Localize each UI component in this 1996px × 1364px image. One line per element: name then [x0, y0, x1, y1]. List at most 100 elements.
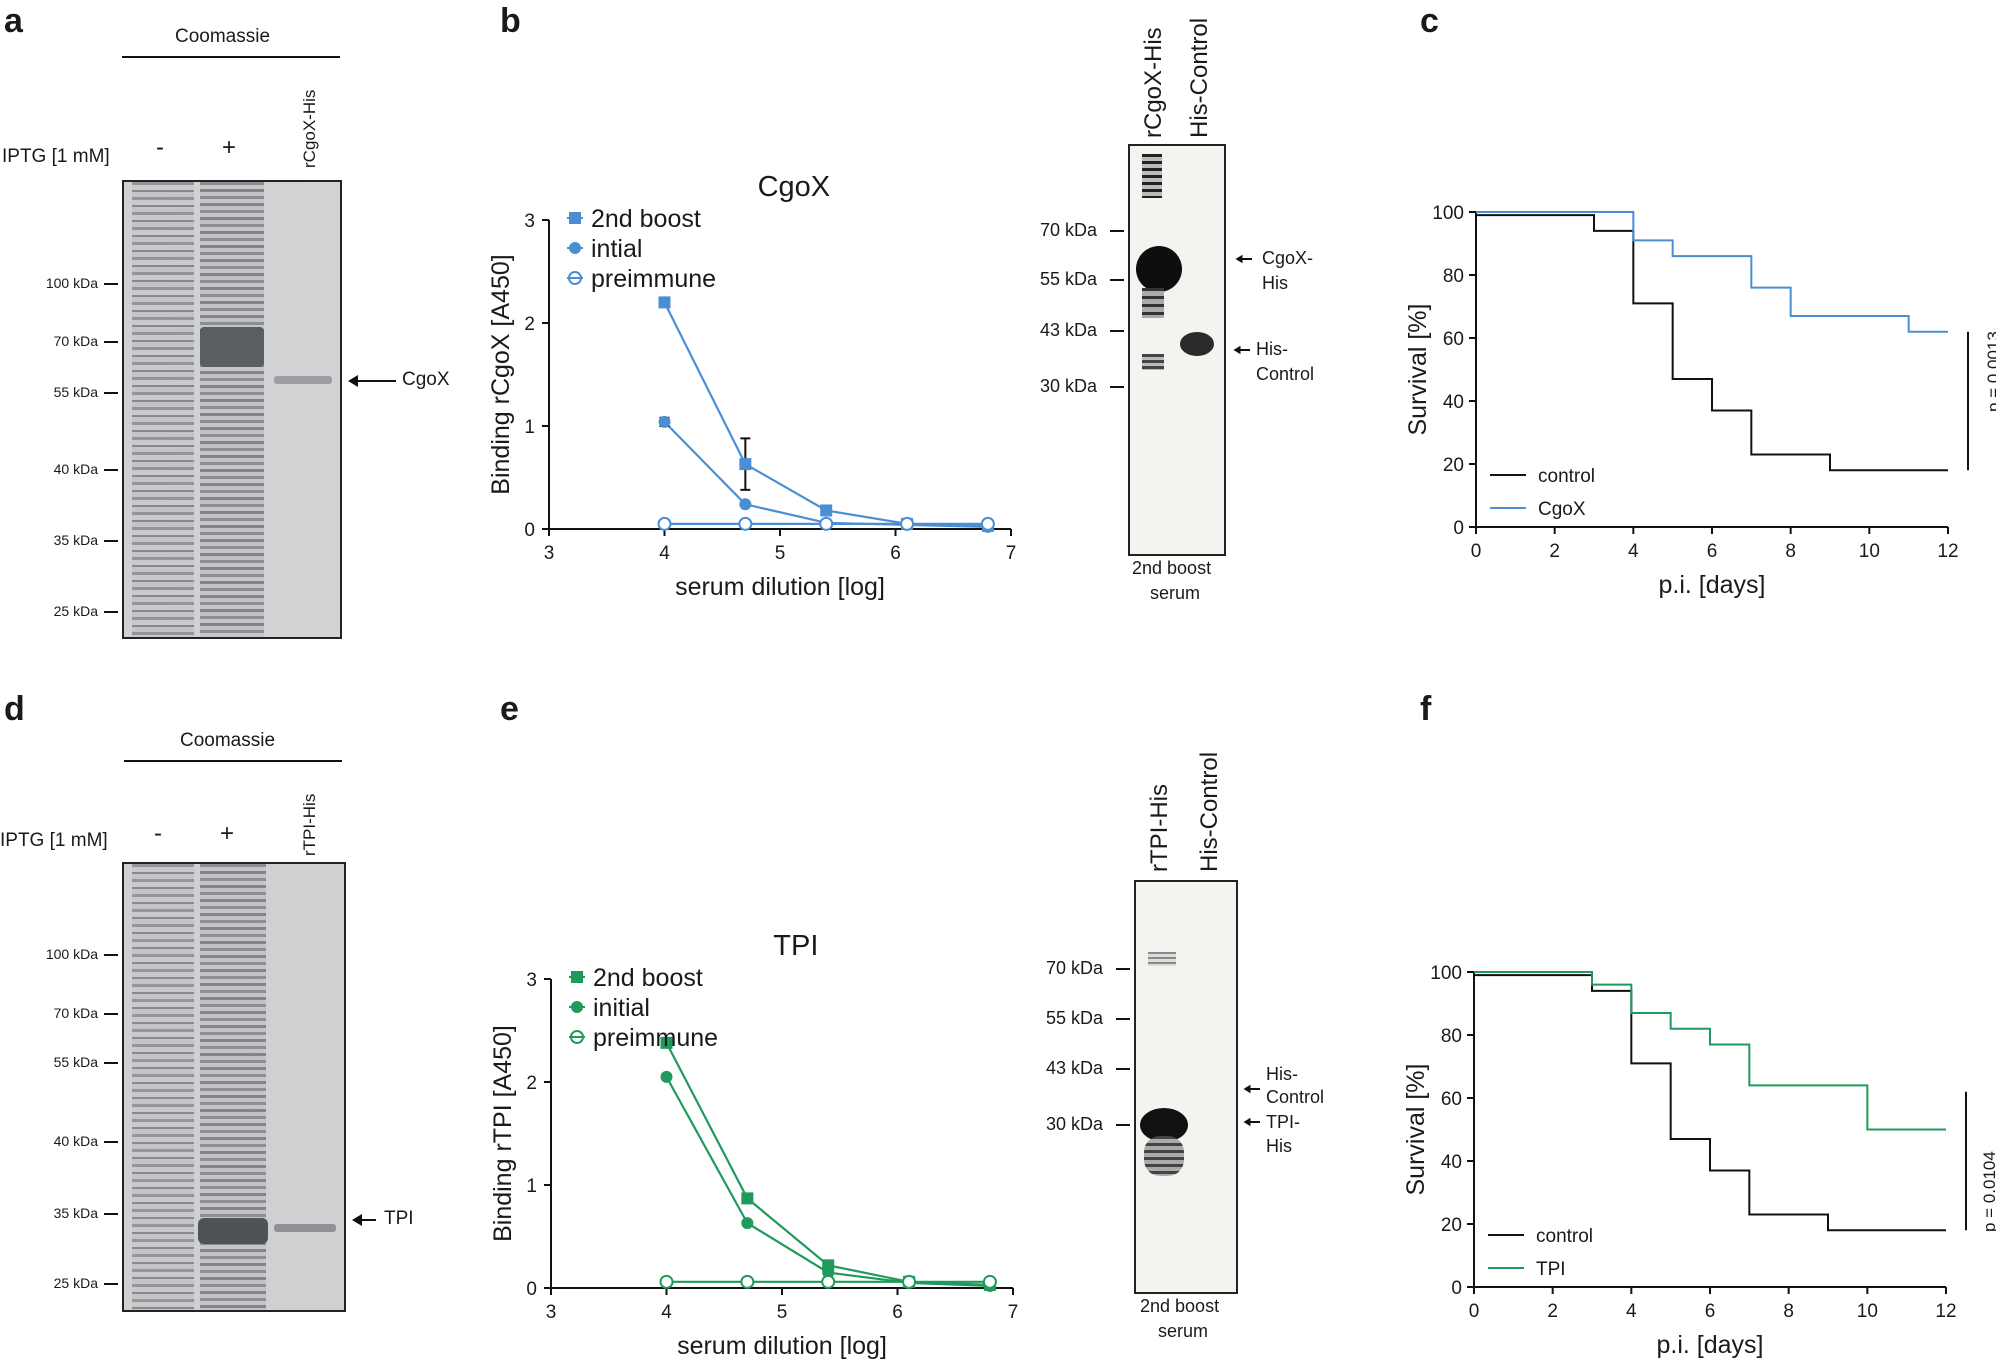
- panel-letter-b: b: [500, 2, 521, 40]
- y-tick-label: 2: [524, 314, 535, 335]
- data-point: [980, 516, 995, 531]
- legend-label: initial: [593, 994, 650, 1022]
- x-tick-label: 7: [1008, 1302, 1019, 1323]
- blot-band: [1148, 952, 1176, 966]
- x-tick-label: 10: [1859, 541, 1880, 562]
- y-tick-label: 60: [1441, 1089, 1462, 1110]
- y-tick-label: 0: [1453, 518, 1464, 539]
- arrow-left-icon: [348, 375, 358, 387]
- blot-band-label: His: [1266, 1136, 1292, 1156]
- arrow-line: [1248, 1121, 1260, 1123]
- mw-marker: 55 kDa: [53, 1054, 98, 1070]
- arrow-line: [1238, 349, 1250, 351]
- blot-band: [1180, 332, 1214, 356]
- mw-tick: [1116, 1068, 1130, 1070]
- blot-band-label: TPI-: [1266, 1112, 1300, 1132]
- lane-minus: -: [156, 134, 164, 161]
- x-tick-label: 6: [890, 543, 901, 564]
- panel-letter-a: a: [4, 2, 23, 40]
- lane-minus: -: [154, 820, 162, 847]
- blot-band-label: Control: [1256, 364, 1315, 384]
- mw-tick: [1116, 968, 1130, 970]
- y-axis-label: Survival [%]: [1402, 1064, 1430, 1196]
- y-tick-label: 100: [1432, 203, 1464, 224]
- x-tick-label: 6: [892, 1302, 903, 1323]
- mw-tick: [104, 341, 118, 343]
- y-tick-label: 0: [524, 520, 535, 541]
- mw-tick: [104, 1062, 118, 1064]
- y-tick-label: 1: [524, 417, 535, 438]
- legend-label: intial: [591, 235, 642, 263]
- data-point: [820, 504, 833, 517]
- x-tick-label: 2: [1547, 1301, 1558, 1322]
- legend-label: preimmune: [591, 265, 716, 293]
- x-tick-label: 3: [546, 1302, 557, 1323]
- induced-band: [200, 327, 264, 367]
- y-axis-label: Binding rTPI [A450]: [489, 1025, 517, 1242]
- data-point: [821, 1274, 836, 1289]
- mw-marker: 70 kDa: [53, 333, 98, 349]
- mw-tick: [1110, 330, 1124, 332]
- arrow-left-icon: [1243, 1117, 1251, 1127]
- x-tick-label: 7: [1006, 543, 1017, 564]
- western-blot: [1134, 880, 1238, 1294]
- arrow-line: [360, 1219, 376, 1221]
- blot-band: [1142, 354, 1164, 370]
- induced-band: [198, 1218, 268, 1244]
- arrow-line: [1248, 1088, 1260, 1090]
- mw-tick: [104, 1213, 118, 1215]
- blot-marker: 55 kDa: [1040, 269, 1098, 289]
- x-tick-label: 12: [1937, 541, 1958, 562]
- x-tick-label: 5: [775, 543, 786, 564]
- data-point: [741, 1192, 754, 1205]
- lane-minus-bands: [132, 182, 194, 637]
- blot-band: [1142, 288, 1164, 318]
- data-point: [819, 516, 834, 531]
- header-rule: [122, 56, 340, 58]
- mw-tick: [1110, 279, 1124, 281]
- data-point: [982, 1274, 997, 1289]
- legend-label: TPI: [1536, 1259, 1566, 1280]
- iptg-label: IPTG [1 mM]: [2, 146, 110, 167]
- x-axis-label: serum dilution [log]: [677, 1332, 887, 1360]
- arrow-line: [356, 380, 396, 382]
- survival-curve: [1474, 974, 1946, 1232]
- coomassie-gel: [122, 180, 342, 639]
- blot-band-label: His-: [1256, 339, 1288, 359]
- mw-marker: 70 kDa: [53, 1005, 98, 1021]
- blot-band-label: His: [1262, 273, 1288, 293]
- data-point: [657, 516, 672, 531]
- panel-letter-f: f: [1420, 690, 1432, 728]
- lane-plus-bands: [200, 182, 264, 637]
- blot-serum-label: 2nd boost: [1140, 1296, 1220, 1316]
- x-tick-label: 0: [1471, 541, 1482, 562]
- x-tick-label: 12: [1935, 1301, 1956, 1322]
- y-tick-label: 0: [1451, 1278, 1462, 1299]
- header-rule: [124, 760, 342, 762]
- survival-curve: [1476, 211, 1948, 333]
- mw-tick: [1110, 386, 1124, 388]
- x-tick-label: 4: [1626, 1301, 1637, 1322]
- coomassie-gel: [122, 862, 346, 1312]
- y-tick-label: 20: [1441, 1215, 1462, 1236]
- mw-tick: [104, 283, 118, 285]
- y-tick-label: 60: [1443, 329, 1464, 350]
- data-point: [741, 1217, 754, 1230]
- y-tick-label: 40: [1441, 1152, 1462, 1173]
- y-tick-label: 40: [1443, 392, 1464, 413]
- blot-marker: 43 kDa: [1040, 320, 1098, 340]
- blot-marker: 30 kDa: [1046, 1114, 1104, 1134]
- chart-title: TPI: [773, 930, 818, 962]
- arrow-left-icon: [1235, 254, 1243, 264]
- y-tick-label: 80: [1441, 1026, 1462, 1047]
- band-label: TPI: [384, 1208, 414, 1229]
- y-tick-label: 1: [526, 1176, 537, 1197]
- x-tick-label: 0: [1469, 1301, 1480, 1322]
- blot-serum-label: serum: [1158, 1321, 1209, 1341]
- blot-serum-label: serum: [1150, 583, 1201, 603]
- legend-label: 2nd boost: [593, 964, 703, 992]
- data-point: [658, 415, 671, 428]
- mw-marker: 35 kDa: [53, 532, 98, 548]
- mw-marker: 100 kDa: [45, 946, 98, 962]
- x-tick-label: 10: [1857, 1301, 1878, 1322]
